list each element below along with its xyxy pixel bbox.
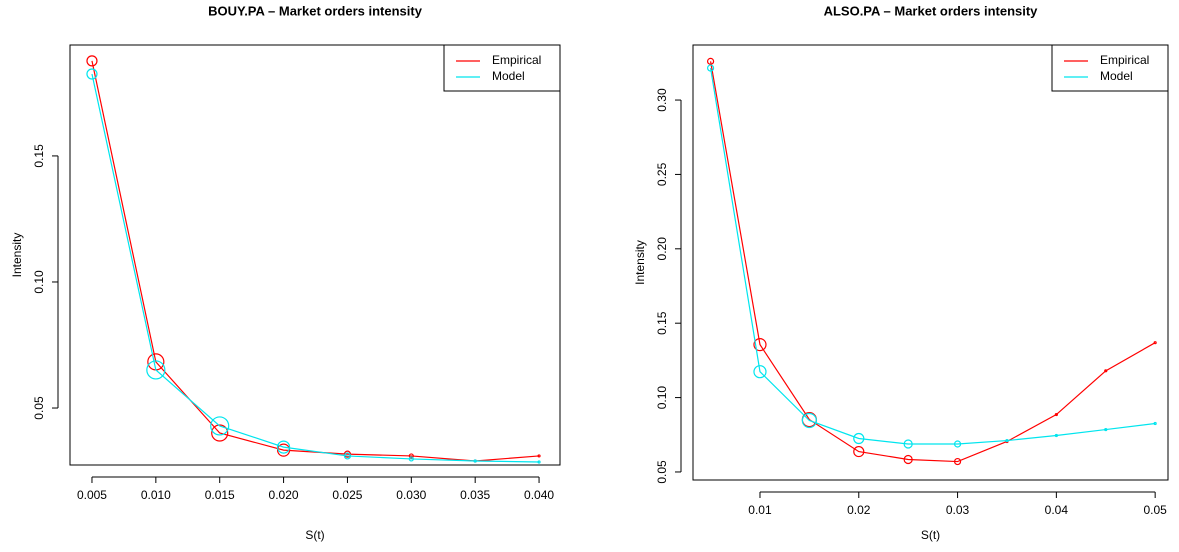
- series-line: [709, 67, 1156, 445]
- x-axis-label: S(t): [305, 528, 324, 542]
- x-tick-label: 0.035: [460, 488, 490, 502]
- data-point: [753, 365, 767, 379]
- legend-label: Empirical: [1100, 53, 1149, 67]
- series-line: [91, 73, 540, 463]
- y-axis-label: Intensity: [10, 233, 24, 278]
- legend-label: Model: [492, 69, 525, 83]
- data-point: [953, 440, 962, 448]
- data-point: [276, 443, 291, 457]
- data-point: [343, 452, 352, 460]
- chart-title: ALSO.PA – Market orders intensity: [824, 3, 1039, 18]
- data-point: [1104, 427, 1108, 432]
- y-tick-label: 0.25: [655, 162, 669, 186]
- data-point: [86, 68, 98, 80]
- legend-label: Empirical: [492, 53, 541, 67]
- chart-title: BOUY.PA – Market orders intensity: [208, 3, 423, 18]
- x-tick-label: 0.010: [141, 488, 171, 502]
- data-point: [706, 64, 715, 72]
- x-tick-label: 0.025: [332, 488, 362, 502]
- data-point: [537, 460, 541, 464]
- data-point: [853, 445, 865, 458]
- x-tick-label: 0.030: [396, 488, 426, 502]
- data-point: [801, 412, 817, 429]
- data-point: [753, 338, 767, 352]
- x-tick-label: 0.02: [847, 503, 871, 517]
- series-line: [91, 60, 540, 462]
- y-tick-label: 0.05: [655, 460, 669, 484]
- data-point: [903, 439, 913, 449]
- legend-box: [1051, 44, 1169, 92]
- data-point: [1153, 341, 1157, 345]
- data-point: [473, 459, 477, 463]
- data-point: [853, 432, 865, 445]
- data-point: [953, 457, 962, 466]
- data-point: [537, 454, 541, 458]
- x-tick-label: 0.020: [269, 488, 299, 502]
- data-point: [1104, 369, 1108, 373]
- y-tick-label: 0.15: [655, 311, 669, 335]
- data-point: [1153, 421, 1157, 426]
- data-point: [86, 55, 98, 67]
- data-point: [276, 440, 291, 454]
- plot-frame: [69, 44, 561, 466]
- data-point: [211, 424, 229, 442]
- series-line: [709, 61, 1156, 463]
- data-point: [706, 57, 715, 65]
- x-tick-label: 0.005: [77, 488, 107, 502]
- data-point: [903, 454, 913, 465]
- data-point: [146, 360, 166, 380]
- y-tick-label: 0.05: [32, 396, 46, 420]
- data-point: [1054, 412, 1058, 417]
- data-point: [210, 416, 230, 436]
- y-tick-label: 0.20: [655, 237, 669, 261]
- y-tick-label: 0.10: [655, 386, 669, 410]
- y-tick-label: 0.10: [32, 270, 46, 294]
- data-point: [1005, 438, 1009, 443]
- data-point: [1054, 433, 1058, 438]
- x-tick-label: 0.04: [1045, 503, 1069, 517]
- y-tick-label: 0.15: [32, 144, 46, 168]
- x-tick-label: 0.015: [205, 488, 235, 502]
- y-tick-label: 0.30: [655, 88, 669, 112]
- data-point: [408, 453, 414, 459]
- legend-box: [443, 44, 561, 92]
- y-axis-label: Intensity: [633, 240, 647, 285]
- x-tick-label: 0.05: [1143, 503, 1167, 517]
- x-axis-label: S(t): [921, 528, 940, 542]
- x-tick-label: 0.01: [748, 503, 772, 517]
- legend-label: Model: [1100, 69, 1133, 83]
- data-point: [408, 456, 414, 462]
- x-tick-label: 0.040: [524, 488, 554, 502]
- plot-frame: [692, 44, 1169, 481]
- x-tick-label: 0.03: [946, 503, 970, 517]
